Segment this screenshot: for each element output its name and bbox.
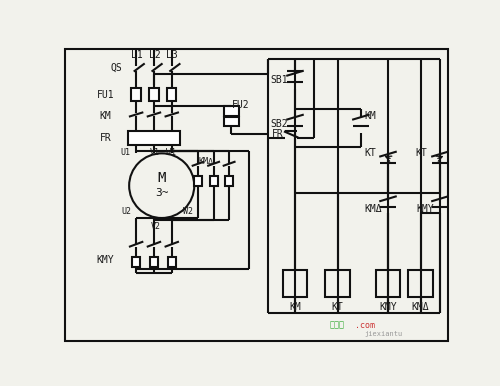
Text: KMΔ: KMΔ [365,204,382,214]
Text: SB1: SB1 [270,75,288,85]
Bar [282,270,308,297]
Bar [325,270,350,297]
Text: FR: FR [272,129,283,139]
Text: L3: L3 [166,50,178,60]
Text: SB2: SB2 [270,119,288,129]
Text: KT: KT [365,148,376,158]
Bar [224,107,239,116]
Bar [132,88,141,101]
Bar [150,257,158,267]
Text: QS: QS [110,63,122,73]
Text: KMY: KMY [96,256,114,266]
Bar [376,270,400,297]
Text: FU2: FU2 [232,100,249,110]
Text: V2: V2 [151,222,161,231]
Text: KM: KM [289,301,301,312]
Text: U1: U1 [120,148,130,157]
Text: W2: W2 [184,207,194,216]
Text: FR: FR [100,133,112,143]
Text: 接线图: 接线图 [330,320,345,330]
Text: 3~: 3~ [155,188,168,198]
Text: FU1: FU1 [98,90,115,100]
Bar [150,88,158,101]
Bar [168,257,175,267]
Bar [408,270,433,297]
Bar [225,176,233,186]
Text: KMY: KMY [379,301,397,312]
Text: KMY: KMY [416,204,434,214]
Text: M: M [158,171,166,185]
Text: L1: L1 [130,50,142,60]
Text: V1: V1 [150,148,160,157]
Text: U2: U2 [122,207,132,216]
Text: .com: .com [356,320,376,330]
Bar [167,88,176,101]
Text: KT: KT [415,148,427,158]
Bar [210,176,218,186]
Text: KMΔ: KMΔ [198,157,213,166]
Bar [194,176,202,186]
Text: W1: W1 [166,148,175,157]
Text: KM: KM [100,111,112,120]
Text: KM: KM [365,112,376,121]
Text: KT: KT [332,301,344,312]
Bar [132,257,140,267]
Text: L2: L2 [148,50,160,60]
Text: jiexiantu: jiexiantu [365,330,403,337]
Text: KMΔ: KMΔ [412,301,430,312]
Bar [128,131,180,145]
Bar [224,117,239,126]
